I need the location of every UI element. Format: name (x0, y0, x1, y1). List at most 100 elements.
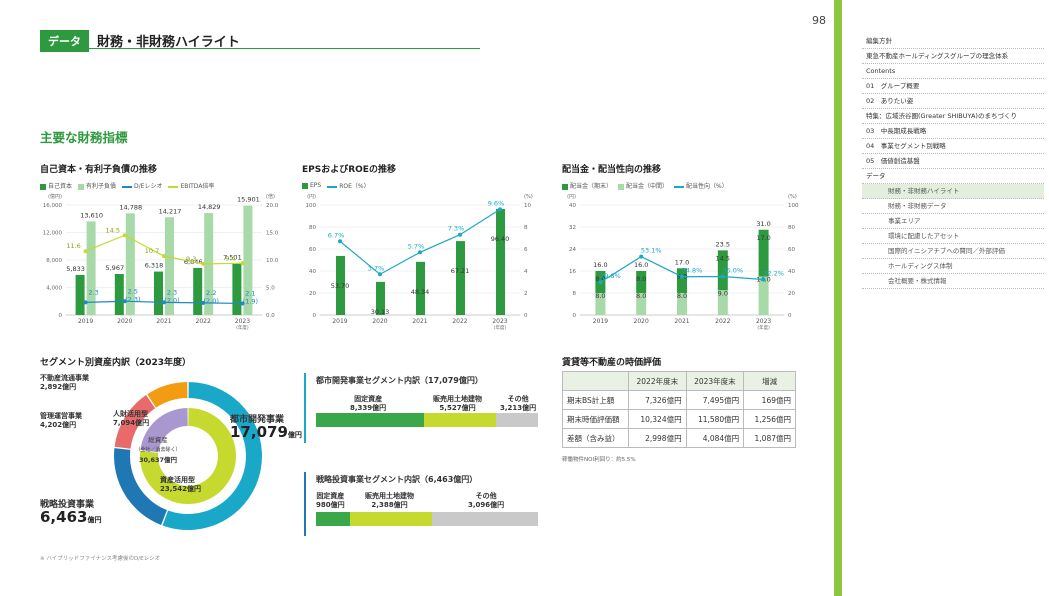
label-payout: 35.0% (722, 267, 743, 275)
strategic-title: 戦略投資事業セグメント内訳（6,463億円） (316, 475, 478, 484)
nav-item[interactable]: 編集方針 (862, 34, 1044, 49)
chart1-legend: 自己資本 有利子負債 D/Eレシオ EBITDA倍率 (40, 181, 214, 190)
label-ryutsu: 不動産流通事業 2,892億円 (40, 374, 89, 391)
table-row: 期末BS計上額 7,326億円 7,495億円 169億円 (562, 390, 796, 410)
nav-item[interactable]: 特集：広域渋谷圏(Greater SHIBUYA)のまちづくり (862, 109, 1044, 124)
y-tick-label: 20 (309, 291, 316, 297)
urban-item-fixed: 固定資産 8,339億円 (350, 395, 387, 412)
label-ebitda: 9.3 (186, 255, 196, 263)
x-tick-label: 2020 (634, 318, 649, 325)
x-tick-label: 2023 (235, 318, 250, 325)
y2-tick-label: 80 (788, 225, 795, 231)
chart3-title: 配当金・配当性向の推移 (562, 165, 662, 175)
y-tick-label: 40 (309, 269, 316, 275)
urban-accent (304, 373, 306, 443)
inner-shisan (140, 408, 236, 504)
nav-item[interactable]: 01 グループ概要 (862, 79, 1044, 94)
bar-debt (125, 213, 135, 315)
legend-item: 自己資本 (40, 181, 72, 190)
urban-bar-fixed (316, 413, 425, 427)
x-tick-label: 2021 (674, 318, 689, 325)
y-tick-label: 4,000 (46, 286, 62, 292)
urban-title: 都市開発事業セグメント内訳（17,079億円） (316, 376, 483, 385)
x-tick-label: 2020 (372, 318, 387, 325)
segment-donut (114, 382, 262, 530)
label-debt: 15,901 (237, 196, 260, 204)
chart3-legend: 配当金（期末） 配当金（中間） 配当性向（%） (562, 181, 728, 190)
nav-subitem[interactable]: 事業エリア (862, 214, 1044, 229)
y-units: (円) (567, 194, 576, 200)
label-de: (2.0) (164, 296, 179, 304)
section-tag: データ (40, 30, 89, 52)
label-debt: 14,829 (198, 203, 221, 211)
y2-units: (%) (788, 194, 797, 200)
y2-tick-label: 15.0 (266, 231, 279, 237)
payout-point (680, 274, 684, 279)
nav-item[interactable]: 05 価値創造基盤 (862, 154, 1044, 169)
nav-subitem[interactable]: 財務・非財務データ (862, 199, 1044, 214)
urban-bar-sale (424, 413, 497, 427)
legend-item: D/Eレシオ (122, 181, 162, 190)
label-payout: 29.8% (600, 272, 621, 280)
nav-item[interactable]: 02 ありたい姿 (862, 94, 1044, 109)
x-tick-label: 2022 (715, 318, 730, 325)
nav-item[interactable]: 東急不動産ホールディングスグループの理念体系 (862, 49, 1044, 64)
nav-subitem[interactable]: 国際的イニシアチブへの賛同／外部評価 (862, 244, 1044, 259)
table-row: 期末時価評価額 10,324億円 11,580億円 1,256億円 (562, 409, 796, 429)
strategic-item-sale: 販売用土地建物 2,388億円 (365, 492, 414, 509)
line-de-point (240, 301, 245, 306)
donut-ryutsu (147, 382, 188, 408)
nav-item[interactable]: Contents (862, 64, 1044, 79)
label-shisan: 資産活用型 23,542億円 (160, 476, 202, 493)
y2-tick-label: 0.0 (266, 313, 275, 319)
y-tick-label: 80 (309, 225, 316, 231)
label-equity: 5,833 (66, 265, 85, 273)
line-de-point (162, 300, 166, 305)
nav-item[interactable]: 03 中長期成長戦略 (862, 124, 1044, 139)
x-tick-label: 2019 (593, 318, 608, 325)
nav-subitem[interactable]: 会社概要・株式情報 (862, 274, 1044, 289)
urban-item-sale: 販売用土地建物 5,527億円 (433, 395, 482, 412)
nav-subitem[interactable]: 環境に配慮したアセット (862, 229, 1044, 244)
urban-bar-other (496, 413, 538, 427)
bar-dividend-interim (677, 268, 687, 293)
table-header-row: 2022年度末 2023年度末 増減 (562, 371, 796, 391)
label-jinzai: 人財活用型 7,094億円 (113, 410, 150, 427)
x-tick-label: 2021 (412, 318, 427, 325)
x-tick-label: 2020 (117, 318, 132, 325)
label-total: 23.5 (716, 240, 730, 248)
y2-units: (倍) (266, 193, 275, 200)
label-eps: 96.40 (491, 235, 510, 243)
rental-note: 稼働物件NOI利回り：約5.5% (562, 457, 636, 463)
nav-accent-bar (834, 0, 842, 596)
y-tick-label: 0 (313, 313, 317, 319)
nav-item[interactable]: 04 事業セグメント別戦略 (862, 139, 1044, 154)
strategic-accent (304, 472, 306, 536)
chart-equity-debt: 0 0.0 4,000 5.0 8,000 10.0 12,000 15.0 16,000 20.… (43, 193, 279, 331)
legend-item: 配当金（中間） (618, 181, 668, 190)
x-suffix: (年度) (757, 324, 770, 331)
label-interim: 14.5 (716, 254, 730, 262)
legend-item: 配当性向（%） (674, 181, 728, 190)
nav-item[interactable]: データ (862, 169, 1044, 184)
x-tick-label: 2023 (756, 318, 771, 325)
y-units: (億円) (48, 193, 62, 200)
y-tick-label: 24 (569, 247, 576, 253)
table-row: 差額（含み益） 2,998億円 4,084億円 1,087億円 (562, 428, 796, 448)
line-ebitda (85, 234, 243, 265)
nav-subitem[interactable]: 財務・非財務ハイライト (862, 184, 1044, 199)
x-tick-label: 2023 (492, 318, 507, 325)
chart-eps-roe: 0 0 20 2 40 4 60 6 80 8 100 10 (円) (%) 2019 2020 2021 202… (306, 194, 533, 331)
y2-tick-label: 0 (524, 313, 528, 319)
line-de-point (201, 300, 206, 305)
legend-item: 配当金（期末） (562, 181, 612, 190)
label-senryaku-name: 戦略投資事業 (40, 500, 95, 510)
nav-subitem[interactable]: ホールディングス体制 (862, 259, 1044, 274)
label-debt: 14,217 (159, 207, 182, 215)
label-payout: 32.2% (763, 270, 784, 278)
label-eps: 48.34 (411, 288, 430, 296)
line-ebitda-point (162, 254, 166, 259)
y-tick-label: 32 (569, 225, 576, 231)
bar-eps (336, 255, 345, 315)
x-tick-label: 2022 (196, 318, 211, 325)
